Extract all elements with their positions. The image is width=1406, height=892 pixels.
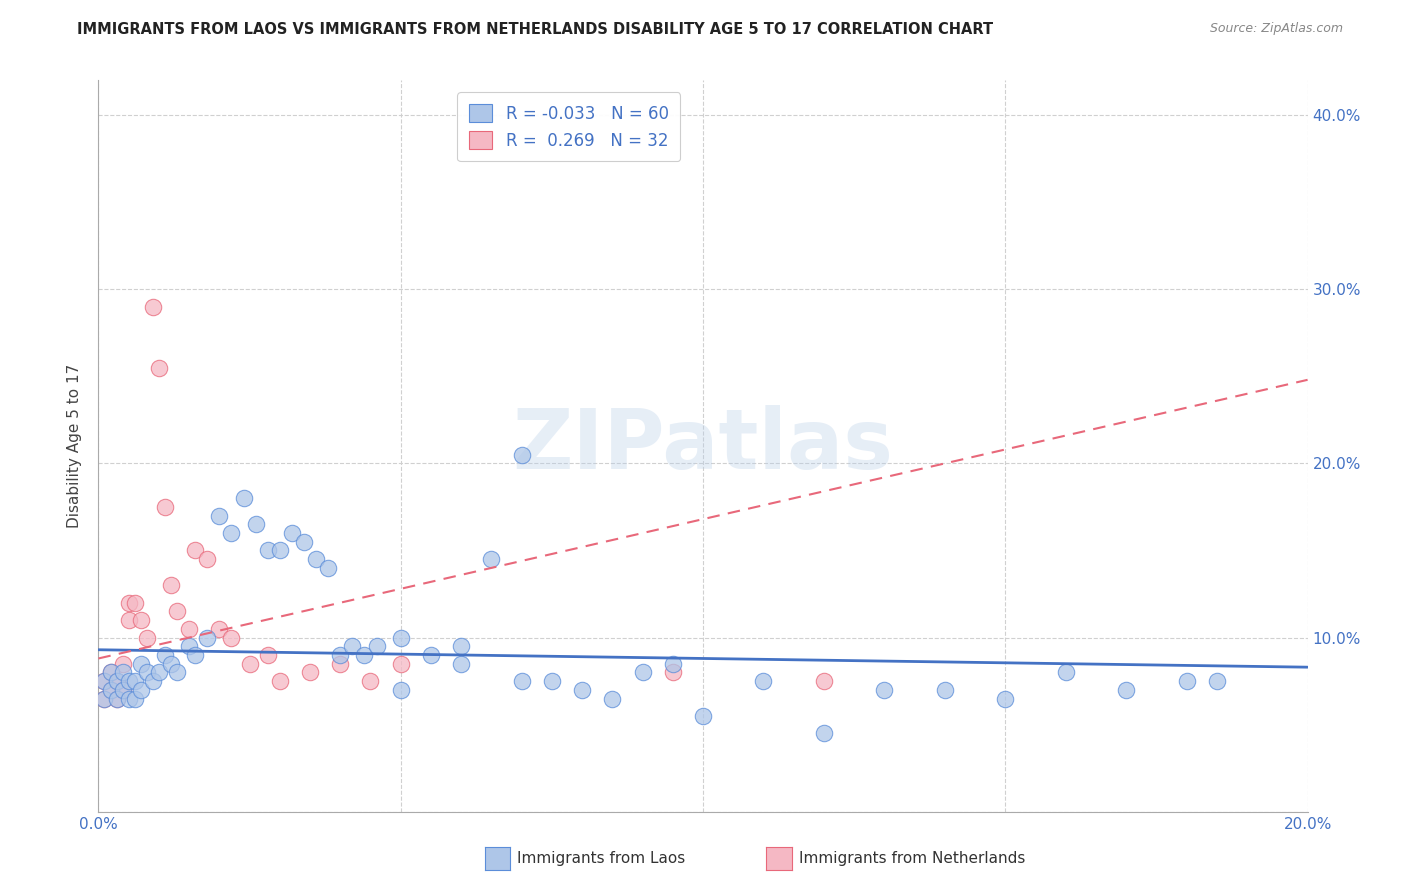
Point: [389, 657, 412, 671]
Point: [93, 691, 115, 706]
Point: [661, 665, 683, 680]
Point: [1206, 674, 1229, 689]
Point: [1115, 682, 1137, 697]
Point: [813, 674, 835, 689]
Point: [160, 657, 183, 671]
Point: [208, 622, 231, 636]
Point: [342, 640, 364, 654]
Point: [135, 665, 157, 680]
Point: [256, 543, 278, 558]
Point: [129, 657, 152, 671]
Point: [184, 543, 207, 558]
Point: [934, 682, 956, 697]
Point: [142, 674, 165, 689]
Point: [245, 517, 267, 532]
Point: [481, 552, 503, 566]
Point: [111, 682, 134, 697]
Point: [1054, 665, 1077, 680]
Point: [93, 674, 115, 689]
Point: [813, 726, 835, 740]
Point: [179, 640, 201, 654]
Point: [292, 534, 315, 549]
Point: [661, 657, 683, 671]
Point: [184, 648, 207, 662]
Point: [100, 665, 122, 680]
Point: [752, 674, 775, 689]
Point: [305, 552, 328, 566]
Point: [631, 665, 654, 680]
Point: [135, 631, 157, 645]
Point: [221, 631, 243, 645]
Point: [111, 657, 134, 671]
Point: [153, 500, 176, 514]
Point: [353, 648, 375, 662]
Point: [148, 360, 170, 375]
Point: [105, 691, 128, 706]
Text: Immigrants from Laos: Immigrants from Laos: [517, 852, 686, 866]
Point: [129, 613, 152, 627]
Point: [118, 613, 141, 627]
Point: [450, 657, 472, 671]
Point: [450, 640, 472, 654]
Point: [195, 631, 218, 645]
Point: [179, 622, 201, 636]
Point: [160, 578, 183, 592]
Point: [118, 674, 141, 689]
Point: [100, 682, 122, 697]
Point: [142, 300, 165, 314]
Point: [510, 674, 533, 689]
Point: [118, 596, 141, 610]
Point: [1175, 674, 1198, 689]
Point: [269, 674, 291, 689]
Point: [129, 682, 152, 697]
Legend: R = -0.033   N = 60, R =  0.269   N = 32: R = -0.033 N = 60, R = 0.269 N = 32: [457, 92, 681, 161]
Point: [105, 674, 128, 689]
Point: [93, 674, 115, 689]
Point: [124, 596, 146, 610]
Point: [208, 508, 231, 523]
Text: Source: ZipAtlas.com: Source: ZipAtlas.com: [1209, 22, 1343, 36]
Point: [389, 682, 412, 697]
Point: [100, 665, 122, 680]
Point: [269, 543, 291, 558]
Point: [281, 526, 304, 541]
Point: [299, 665, 322, 680]
Point: [420, 648, 443, 662]
Point: [239, 657, 262, 671]
Point: [389, 631, 412, 645]
Point: [111, 682, 134, 697]
Point: [571, 682, 593, 697]
Point: [153, 648, 176, 662]
Point: [100, 682, 122, 697]
Text: Immigrants from Netherlands: Immigrants from Netherlands: [799, 852, 1025, 866]
Point: [118, 691, 141, 706]
Point: [105, 691, 128, 706]
Point: [124, 674, 146, 689]
Point: [166, 604, 188, 618]
Point: [124, 691, 146, 706]
Text: IMMIGRANTS FROM LAOS VS IMMIGRANTS FROM NETHERLANDS DISABILITY AGE 5 TO 17 CORRE: IMMIGRANTS FROM LAOS VS IMMIGRANTS FROM …: [77, 22, 994, 37]
Point: [105, 674, 128, 689]
Point: [166, 665, 188, 680]
Point: [873, 682, 896, 697]
Point: [148, 665, 170, 680]
Point: [994, 691, 1017, 706]
Point: [256, 648, 278, 662]
Point: [360, 674, 382, 689]
Point: [692, 709, 714, 723]
Y-axis label: Disability Age 5 to 17: Disability Age 5 to 17: [67, 364, 83, 528]
Point: [232, 491, 254, 506]
Point: [366, 640, 388, 654]
Point: [111, 665, 134, 680]
Point: [316, 561, 339, 575]
Point: [510, 448, 533, 462]
Point: [602, 691, 624, 706]
Point: [93, 691, 115, 706]
Text: ZIPatlas: ZIPatlas: [513, 406, 893, 486]
Point: [195, 552, 218, 566]
Point: [329, 648, 352, 662]
Point: [329, 657, 352, 671]
Point: [221, 526, 243, 541]
Point: [540, 674, 562, 689]
